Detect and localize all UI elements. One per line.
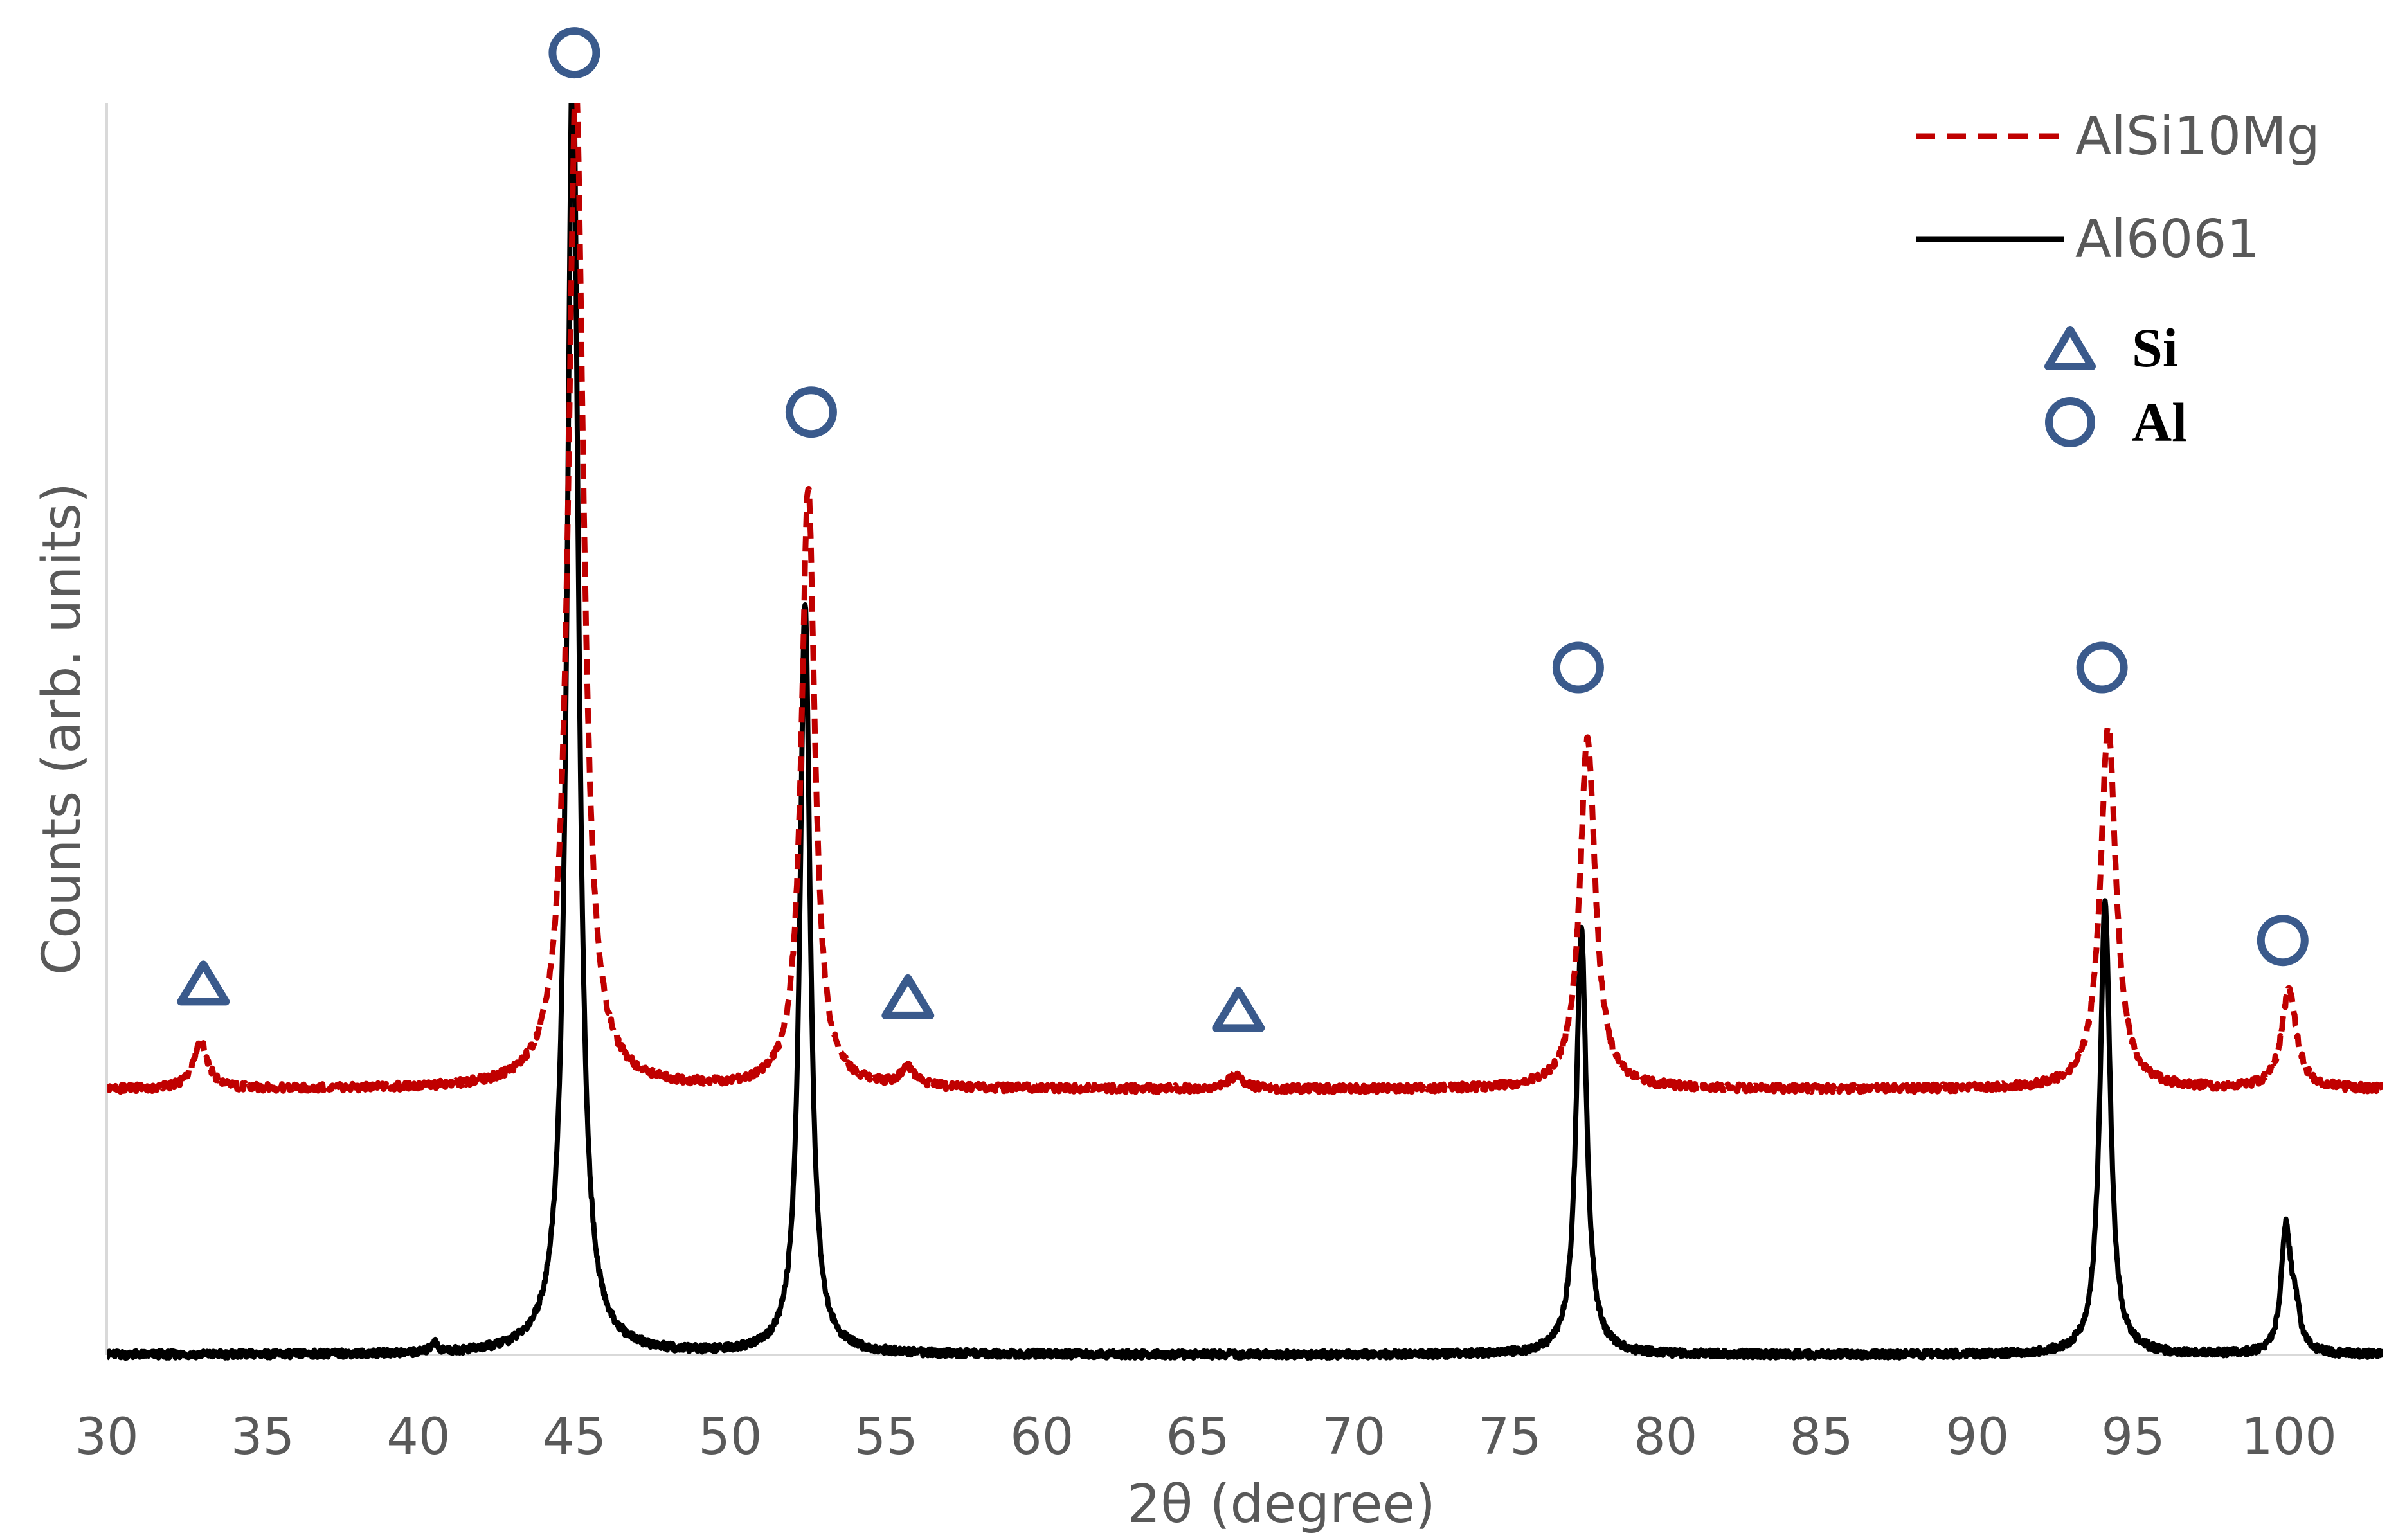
x-tick-label-90: 90 (1945, 1408, 2009, 1466)
plot-area: 30 35 40 45 50 55 60 65 70 75 80 85 90 95 100 (75, 27, 2383, 1466)
legend-si-triangle-icon (2044, 326, 2096, 370)
x-tick-label-80: 80 (1634, 1408, 1697, 1466)
x-axis-title: 2θ (degree) (1127, 1474, 1436, 1535)
legend-label-al: Al (2132, 391, 2187, 453)
series-line-alsi10mg (107, 103, 2383, 1095)
x-tick-label-30: 30 (75, 1408, 138, 1466)
x-tick-label-70: 70 (1322, 1408, 1385, 1466)
si-triangle-icon-2 (1212, 987, 1265, 1032)
x-tick-label-95: 95 (2101, 1408, 2165, 1466)
x-tick-label-60: 60 (1010, 1408, 1074, 1466)
x-tick-label-35: 35 (231, 1408, 294, 1466)
al-circle-icon-7 (2257, 915, 2309, 967)
phase-marker-layer (177, 27, 2309, 1032)
series-layer (107, 103, 2383, 1361)
x-tick-label-75: 75 (1478, 1408, 1542, 1466)
al-circle-icon-3 (548, 27, 600, 79)
x-tick-label-40: 40 (386, 1408, 450, 1466)
x-tick-label-50: 50 (698, 1408, 762, 1466)
legend-al-circle-icon (2045, 397, 2095, 447)
al-circle-icon-5 (1552, 641, 1604, 694)
x-tick-label-55: 55 (854, 1408, 918, 1466)
x-tick-label-45: 45 (543, 1408, 606, 1466)
legend-label-alsi10mg: AlSi10Mg (2075, 106, 2320, 167)
si-triangle-icon-1 (881, 974, 935, 1019)
si-triangle-icon-0 (177, 960, 230, 1006)
legend-label-al6061: Al6061 (2075, 209, 2260, 270)
x-tick-label-85: 85 (1789, 1408, 1853, 1466)
x-tick-labels: 30 35 40 45 50 55 60 65 70 75 80 85 90 95 100 (75, 1408, 2337, 1466)
x-tick-label-65: 65 (1166, 1408, 1230, 1466)
legend-label-si: Si (2132, 317, 2178, 379)
al-circle-icon-4 (785, 386, 837, 438)
al-circle-icon-6 (2076, 641, 2128, 694)
x-tick-label-100: 100 (2241, 1408, 2337, 1466)
series-line-al6061 (107, 103, 2383, 1361)
legend: AlSi10Mg Al6061 Si Al (1916, 106, 2320, 453)
y-axis-title: Counts (arb. units) (32, 483, 93, 975)
